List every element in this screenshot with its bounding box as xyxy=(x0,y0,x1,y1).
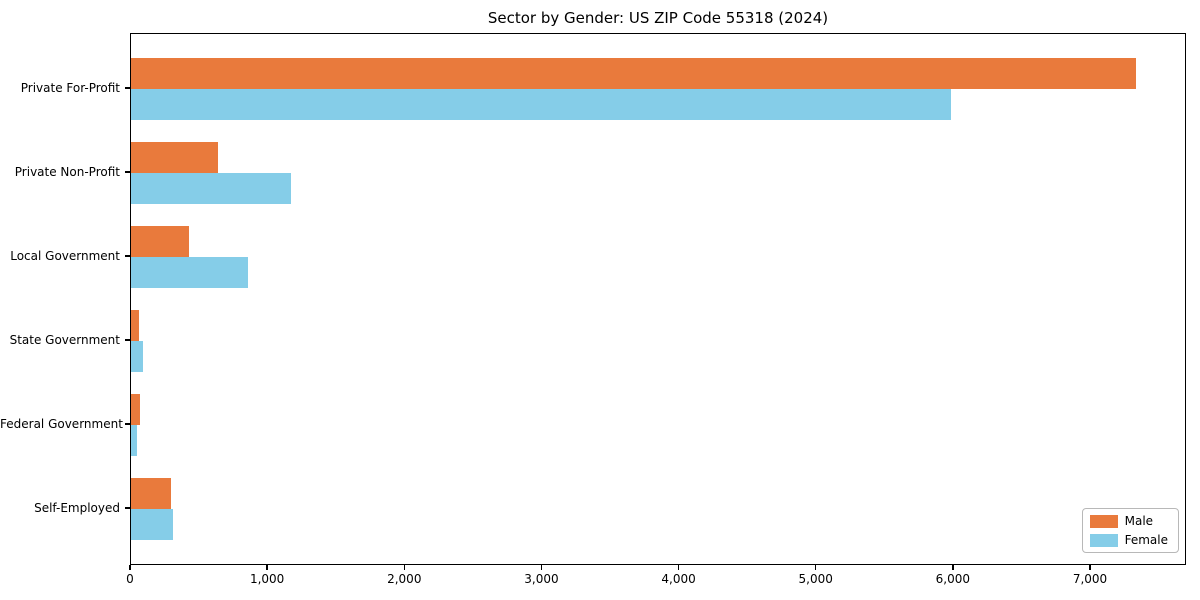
x-tick-label-5-000: 5,000 xyxy=(798,572,833,586)
x-axis-tick xyxy=(1089,565,1091,570)
x-tick-label-4-000: 4,000 xyxy=(661,572,696,586)
chart-title: Sector by Gender: US ZIP Code 55318 (202… xyxy=(487,9,829,27)
bar-female-private-non-profit xyxy=(131,173,291,204)
x-tick-label-0: 0 xyxy=(126,572,134,586)
y-axis-tick xyxy=(125,255,130,257)
legend-label-male: Male xyxy=(1124,514,1154,528)
x-axis-tick xyxy=(129,565,131,570)
y-axis-tick xyxy=(125,339,130,341)
x-axis-tick xyxy=(403,565,406,570)
y-category-label-local-government: Local Government xyxy=(10,249,120,263)
x-tick-label-3-000: 3,000 xyxy=(524,572,559,586)
y-category-label-federal-government: Federal Government xyxy=(0,417,123,431)
bar-male-self-employed xyxy=(131,478,171,509)
legend-swatch-male-icon xyxy=(1089,514,1118,528)
x-tick-label-2-000: 2,000 xyxy=(387,572,422,586)
y-category-label-private-for-profit: Private For-Profit xyxy=(20,81,120,95)
bar-female-local-government xyxy=(131,257,248,288)
y-category-label-state-government: State Government xyxy=(9,333,120,347)
x-tick-label-6-000: 6,000 xyxy=(935,572,971,586)
x-axis-tick xyxy=(952,565,954,570)
legend-label-female: Female xyxy=(1124,533,1168,547)
bar-male-private-for-profit xyxy=(131,58,1136,89)
bar-female-federal-government xyxy=(131,425,137,456)
bar-female-private-for-profit xyxy=(131,89,951,120)
legend-swatch-female-icon xyxy=(1089,533,1118,547)
bar-male-federal-government xyxy=(131,394,140,425)
legend: Male Female xyxy=(1081,508,1179,553)
y-axis-tick xyxy=(125,423,130,425)
x-axis-tick xyxy=(814,565,817,570)
x-axis-tick xyxy=(540,565,543,570)
bar-female-self-employed xyxy=(131,509,173,540)
x-tick-label-7-000: 7,000 xyxy=(1072,572,1108,586)
legend-item-female: Female xyxy=(1089,533,1168,547)
y-axis-tick xyxy=(125,171,130,173)
bar-female-state-government xyxy=(131,341,143,372)
x-axis-tick xyxy=(266,565,268,570)
legend-item-male: Male xyxy=(1089,514,1168,528)
y-axis-tick xyxy=(125,507,130,509)
x-tick-label-1-000: 1,000 xyxy=(249,572,285,586)
bar-male-state-government xyxy=(131,310,139,341)
y-category-label-private-non-profit: Private Non-Profit xyxy=(14,165,120,179)
bar-male-local-government xyxy=(131,226,189,257)
plot-area: Male Female xyxy=(130,33,1186,565)
y-axis-tick xyxy=(125,87,130,89)
x-axis-tick xyxy=(677,565,680,570)
y-category-label-self-employed: Self-Employed xyxy=(34,501,120,515)
bar-male-private-non-profit xyxy=(131,142,218,173)
